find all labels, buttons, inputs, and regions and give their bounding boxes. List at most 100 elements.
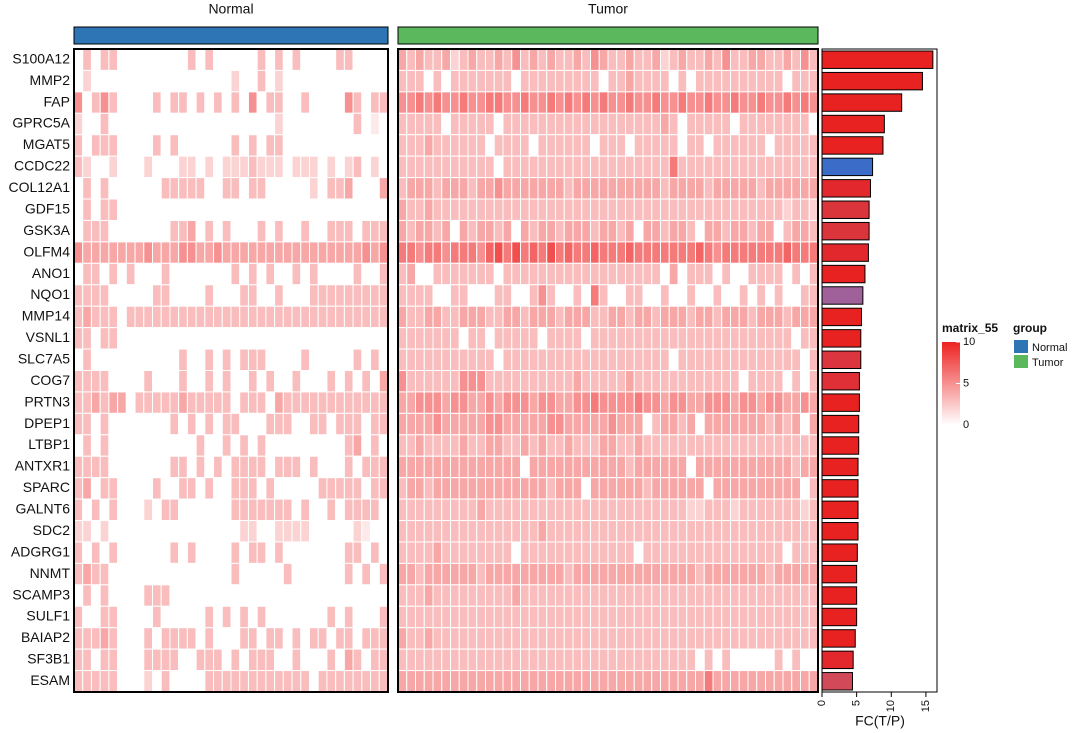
heatmap-cell (343, 305, 354, 329)
heatmap-cell (572, 605, 583, 629)
heatmap-cell (143, 305, 153, 329)
heatmap-cell (415, 627, 425, 650)
heatmap-cell (581, 670, 591, 693)
heatmap-cell (300, 498, 310, 522)
heatmap-cell (511, 348, 521, 372)
heatmap-cell (274, 541, 284, 564)
heatmap-cell (800, 112, 810, 136)
heatmap-cell (73, 48, 84, 71)
heatmap-cell (633, 219, 644, 243)
heatmap-cell (712, 198, 723, 221)
heatmap-cell (195, 241, 206, 264)
heatmap-cell (800, 198, 810, 221)
heatmap-cell (476, 648, 486, 672)
heatmap-cell (406, 305, 416, 329)
heatmap-cell (450, 477, 460, 500)
heatmap-cell (616, 670, 626, 693)
heatmap-cell (432, 627, 443, 650)
heatmap-cell (169, 155, 180, 179)
heatmap-cell (695, 219, 705, 243)
heatmap-cell (756, 69, 766, 93)
heatmap-cell (370, 412, 380, 436)
heatmap-cell (616, 241, 626, 264)
heatmap-cell (668, 648, 679, 672)
heatmap-cell (721, 370, 731, 393)
heatmap-cell (432, 648, 443, 672)
heatmap-cell (99, 177, 110, 200)
heatmap-cell (352, 219, 363, 243)
heatmap-cell (204, 305, 215, 329)
heatmap-cell (572, 91, 583, 114)
heatmap-cell (256, 219, 267, 243)
heatmap-cell (756, 434, 766, 457)
heatmap-cell (695, 69, 705, 93)
heatmap-cell (598, 348, 609, 372)
heatmap-cell (800, 134, 810, 157)
heatmap-cell (450, 520, 460, 543)
heatmap-cell (317, 134, 328, 157)
heatmap-cell (782, 541, 793, 564)
heatmap-cell (274, 241, 284, 264)
heatmap-cell (791, 327, 801, 350)
heatmap-cell (406, 627, 416, 650)
heatmap-cell (239, 177, 249, 200)
heatmap-cell (317, 412, 328, 436)
heatmap-cell (598, 219, 609, 243)
bar (821, 136, 884, 155)
heatmap-cell (703, 562, 714, 586)
heatmap-cell (782, 562, 793, 586)
heatmap-cell (108, 670, 119, 693)
heatmap-cell (397, 112, 408, 136)
heatmap-cell (721, 391, 731, 414)
heatmap-cell (502, 477, 513, 500)
heatmap-cell (782, 327, 793, 350)
heatmap-cell (291, 177, 302, 200)
heatmap-cell (291, 112, 302, 136)
heatmap-cell (537, 219, 548, 243)
heatmap-cell (747, 562, 758, 586)
heatmap-cell (546, 391, 556, 414)
heatmap-cell (221, 134, 232, 157)
heatmap-cell (152, 241, 162, 264)
heatmap-cell (397, 155, 408, 179)
heatmap-cell (99, 48, 110, 71)
heatmap-cell (204, 134, 215, 157)
heatmap-cell (546, 348, 556, 372)
heatmap-cell (458, 91, 469, 114)
heatmap-cell (668, 305, 679, 329)
heatmap-cell (423, 262, 434, 286)
heatmap-cell (511, 412, 521, 436)
heatmap-cell (397, 48, 408, 71)
heatmap-cell (590, 134, 600, 157)
heatmap-cell (738, 134, 749, 157)
heatmap-cell (511, 284, 521, 307)
heatmap-cell (406, 48, 416, 71)
heatmap-cell (204, 155, 215, 179)
heatmap-cell (370, 498, 380, 522)
heatmap-cell (476, 627, 486, 650)
heatmap-cell (335, 241, 345, 264)
heatmap-cell (309, 198, 319, 221)
heatmap-cell (423, 434, 434, 457)
heatmap-cell (686, 327, 696, 350)
heatmap-cell (361, 648, 372, 672)
heatmap-cell (485, 605, 495, 629)
heatmap-cell (765, 391, 775, 414)
heatmap-cell (441, 48, 451, 71)
heatmap-cell (370, 48, 380, 71)
heatmap-cell (361, 370, 372, 393)
heatmap-cell (598, 391, 609, 414)
heatmap-cell (782, 370, 793, 393)
heatmap-cell (467, 520, 478, 543)
heatmap-cell (125, 69, 136, 93)
heatmap-cell (317, 219, 328, 243)
bar (821, 629, 856, 648)
heatmap-cell (668, 370, 679, 393)
heatmap-cell (125, 627, 136, 650)
heatmap-cell (274, 348, 284, 372)
heatmap-cell (291, 284, 302, 307)
heatmap-cell (291, 134, 302, 157)
heatmap-cell (213, 541, 223, 564)
heatmap-cell (300, 134, 310, 157)
heatmap-cell (782, 520, 793, 543)
